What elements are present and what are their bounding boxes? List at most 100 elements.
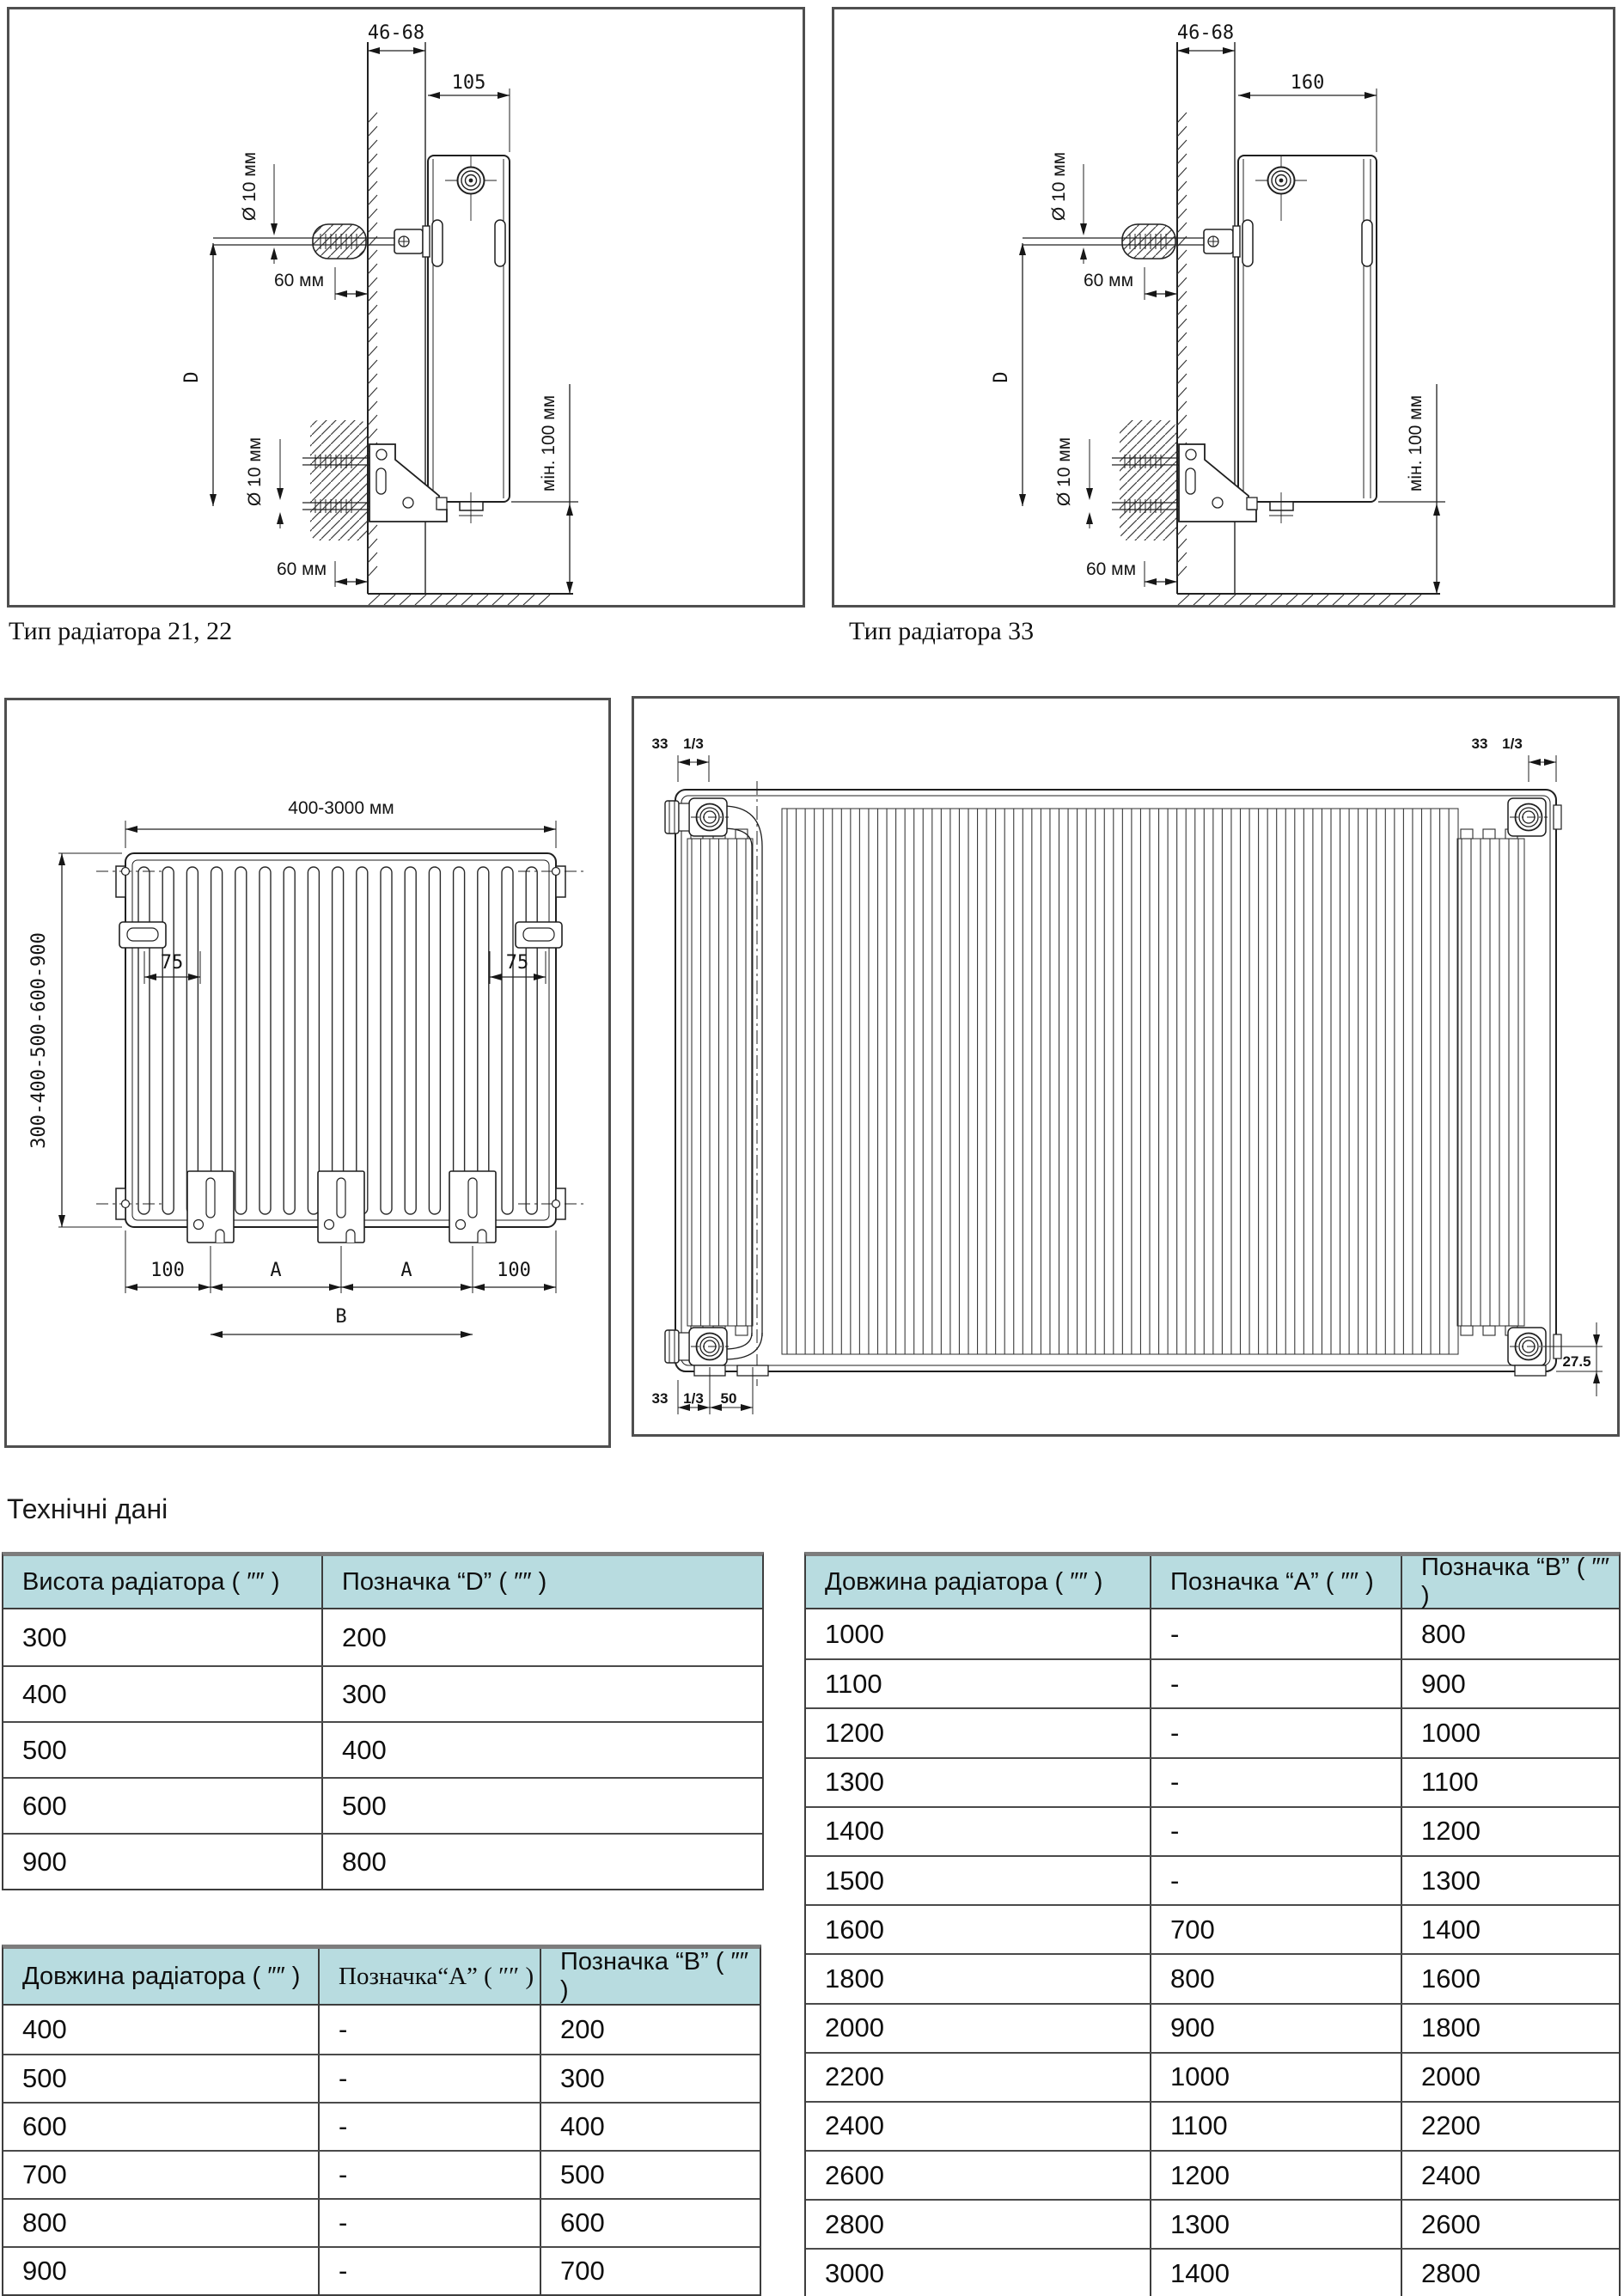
table-cell: 900 [1151, 2004, 1402, 2052]
table-cell: - [320, 2152, 541, 2198]
table-cell: - [1151, 1609, 1402, 1659]
table-cell: - [320, 2055, 541, 2102]
table-cell: 500 [3, 2055, 320, 2102]
table-row: 2400 1100 2200 [806, 2100, 1619, 2151]
dim-label: 1/3 [683, 736, 704, 752]
column-header: Позначка “В” ( ″″ ) [560, 1948, 749, 2004]
table-cell: 2800 [806, 2201, 1151, 2249]
dim-label: 1/3 [1502, 736, 1523, 752]
table-cell: 1800 [1421, 2012, 1481, 2043]
table-cell: 2400 [1421, 2159, 1481, 2190]
front-view-drawing: 75 75 400-3000 мм 300-400-500-600-900 100 A A 1… [28, 798, 585, 1338]
table-cell: 1200 [806, 1709, 1151, 1757]
column-header: Позначка “D” ( ″″ ) [342, 1567, 547, 1596]
table-cell: - [1151, 1709, 1402, 1757]
column-header: Позначка “А” ( ″″ ) [1151, 1556, 1402, 1608]
table-cell: - [320, 2006, 541, 2054]
dim-label: 33 [652, 736, 669, 752]
diagram-side-view-type-21-22: 46-68 105 Ø 10 мм D 60 мм Ø 10 мм 60 мм мін. 10… [7, 7, 805, 608]
table-row: 3000 1400 2800 [806, 2248, 1619, 2296]
table-row: 1500-1300 [806, 1854, 1619, 1905]
table-row: 500-300 [3, 2054, 760, 2102]
table-cell: 1200 [1151, 2152, 1402, 2200]
table-cell: 2200 [1421, 2110, 1481, 2141]
table-row: 1400-1200 [806, 1805, 1619, 1855]
table-cell: 400 [3, 1667, 323, 1721]
table-cell: - [320, 2248, 541, 2294]
table-cell: - [1151, 1758, 1402, 1806]
caption-type-33: Тип радіатора 33 [849, 617, 1035, 645]
caption-type-21-22: Тип радіатора 21, 22 [9, 617, 233, 645]
table-cell: 900 [3, 2248, 320, 2294]
table-cell: 400 [560, 2111, 605, 2141]
dim-label: 46-68 [368, 22, 424, 44]
table-cell: 200 [342, 1621, 387, 1652]
dim-label: D [991, 371, 1012, 382]
table-cell: 1000 [806, 1609, 1151, 1659]
dim-label: 60 мм [277, 559, 327, 579]
table-row: 1800 800 1600 [806, 1953, 1619, 2003]
dim-label: B [335, 1306, 346, 1328]
dim-label: мін. 100 мм [539, 395, 559, 492]
table-cell: 2600 [1421, 2208, 1481, 2239]
table-length-ab-small: Довжина радіатора ( ″″ ) Позначка“А” ( ″″… [2, 1945, 761, 2296]
dim-label: 60 мм [1084, 271, 1133, 290]
dim-label: 400-3000 мм [288, 798, 394, 818]
rear-view-drawing: 33 1/3 33 1/3 33 1/3 50 27.5 [652, 736, 1603, 1414]
table-cell: - [1151, 1807, 1402, 1855]
table-cell: 1100 [1151, 2102, 1402, 2151]
table-cell: 900 [3, 1835, 323, 1889]
dim-label: 75 [506, 952, 529, 974]
table-cell: 400 [3, 2006, 320, 2054]
column-header: Висота радіатора ( ″″ ) [3, 1556, 323, 1608]
dim-label: 33 [652, 1390, 669, 1407]
table-cell: 1300 [1421, 1865, 1481, 1896]
table-row: 2600 1200 2400 [806, 2150, 1619, 2200]
dim-label: 60 мм [274, 271, 324, 290]
table-row: 1600 700 1400 [806, 1904, 1619, 1954]
table-cell: 1400 [1151, 2250, 1402, 2296]
table-header-row: Довжина радіатора ( ″″ ) Позначка “А” ( ″… [806, 1554, 1619, 1609]
table-cell: 600 [3, 2104, 320, 2150]
table-cell: 1100 [1421, 1767, 1479, 1798]
table-header-row: Довжина радіатора ( ″″ ) Позначка“А” ( ″″… [3, 1948, 760, 2006]
table-cell: - [1151, 1660, 1402, 1708]
column-header: Довжина радіатора ( ″″ ) [806, 1556, 1151, 1608]
dim-label: 300-400-500-600-900 [28, 932, 50, 1149]
table-row: 2000 900 1800 [806, 2002, 1619, 2052]
table-row: 400 300 [3, 1665, 762, 1721]
table-cell: 1300 [1151, 2201, 1402, 2249]
table-cell: 1500 [806, 1856, 1151, 1905]
table-length-ab-large: Довжина радіатора ( ″″ ) Позначка “А” ( ″… [804, 1552, 1621, 2296]
table-cell: 1000 [1151, 2053, 1402, 2101]
table-row: 2800 1300 2600 [806, 2199, 1619, 2249]
table-row: 1000-800 [806, 1609, 1619, 1659]
table-row: 1300-1100 [806, 1756, 1619, 1806]
column-header: Позначка “В” ( ″″ ) [1421, 1554, 1610, 1609]
table-cell: 700 [560, 2256, 605, 2286]
table-cell: - [320, 2104, 541, 2150]
dim-label: 50 [721, 1390, 737, 1407]
table-row: 400-200 [3, 2006, 760, 2054]
table-row: 600-400 [3, 2102, 760, 2150]
dim-label: 1/3 [683, 1390, 704, 1407]
table-cell: 400 [342, 1734, 387, 1765]
dim-label: Ø 10 мм [1049, 152, 1069, 221]
dim-label: Ø 10 мм [240, 152, 259, 221]
dim-label: D [181, 371, 203, 382]
dim-label: Ø 10 мм [245, 437, 265, 506]
diagram-front-view: 75 75 400-3000 мм 300-400-500-600-900 100 A A 1… [4, 698, 611, 1448]
dim-label: 46-68 [1177, 22, 1234, 44]
dim-label: 27.5 [1562, 1353, 1590, 1370]
dim-label: A [270, 1260, 281, 1281]
table-cell: 700 [1151, 1906, 1402, 1954]
dim-label: 100 [497, 1260, 531, 1281]
table-cell: 500 [342, 1790, 387, 1821]
table-cell: 1100 [806, 1660, 1151, 1708]
table-cell: 300 [342, 1678, 387, 1709]
table-cell: 3000 [806, 2250, 1151, 2296]
side-view-drawing-21-22: 46-68 105 Ø 10 мм D 60 мм Ø 10 мм 60 мм мін. 10… [181, 22, 578, 605]
table-row: 700-500 [3, 2150, 760, 2198]
table-cell: 2000 [806, 2004, 1151, 2052]
